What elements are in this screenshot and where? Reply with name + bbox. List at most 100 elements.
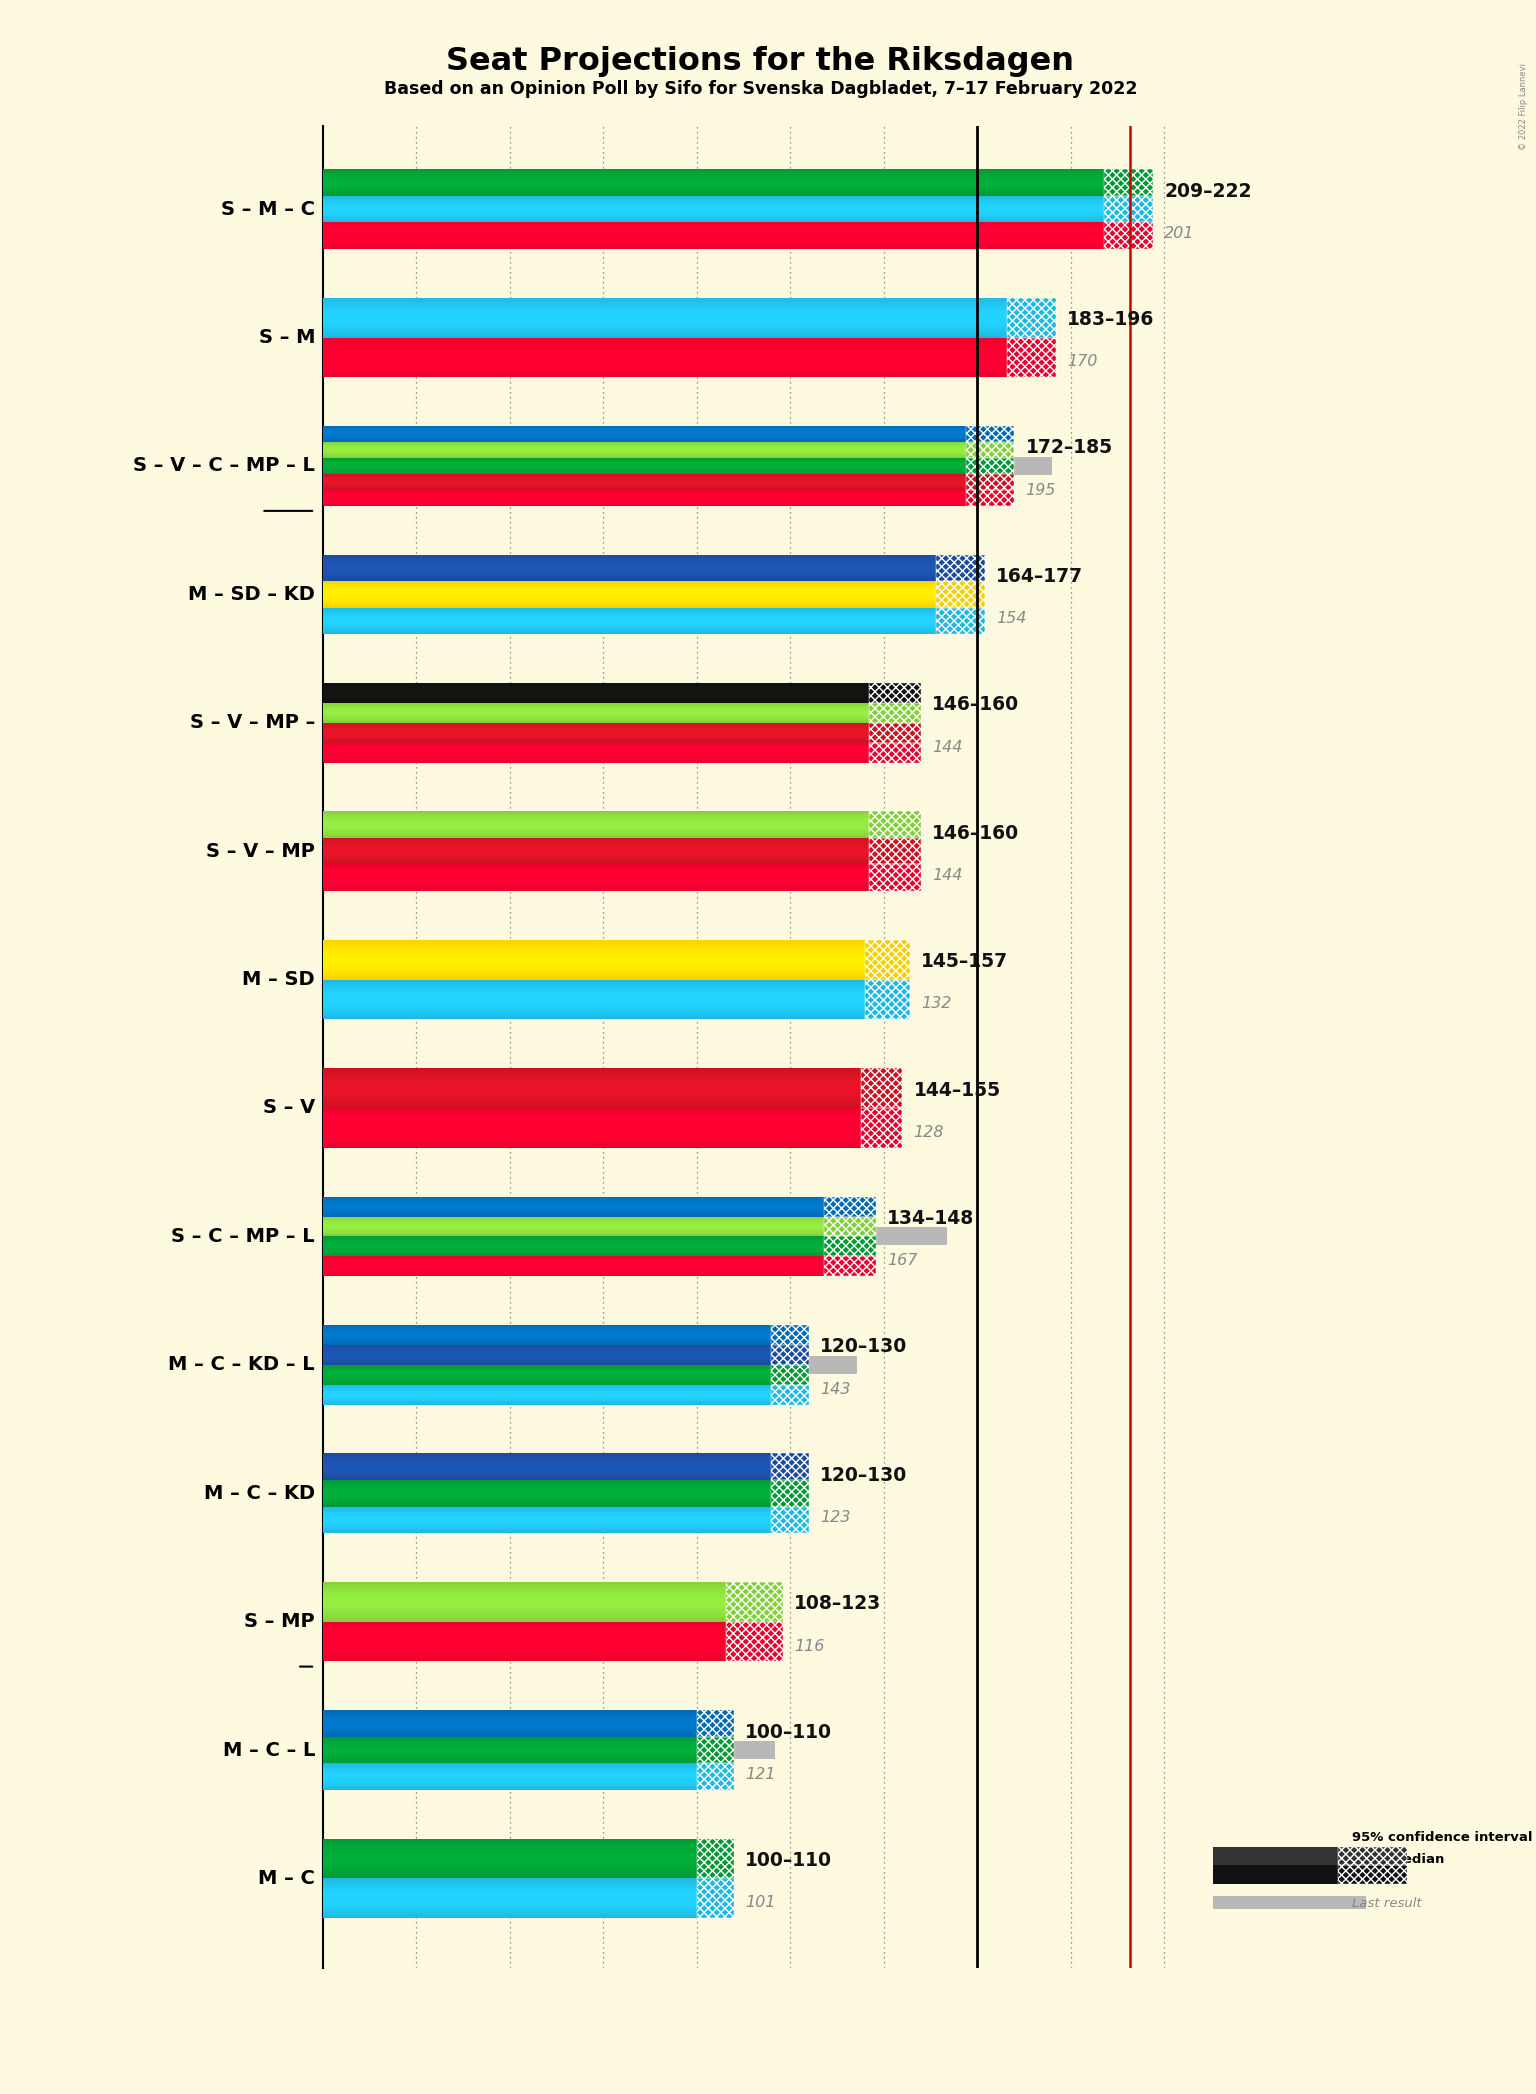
Bar	[696, 1839, 734, 1878]
Bar	[865, 940, 909, 980]
Text: 134–148: 134–148	[888, 1208, 974, 1227]
Bar	[1338, 1866, 1407, 1885]
Text: Based on an Opinion Poll by Sifo for Svenska Dagbladet, 7–17 February 2022: Based on an Opinion Poll by Sifo for Sve…	[384, 80, 1137, 98]
Text: 95% confidence interval: 95% confidence interval	[1352, 1832, 1533, 1845]
Bar	[727, 1581, 782, 1621]
Bar	[935, 580, 985, 607]
Bar	[771, 1326, 809, 1344]
Bar	[323, 1740, 776, 1759]
Text: 144: 144	[932, 739, 963, 754]
Text: S – V: S – V	[263, 1099, 315, 1118]
Bar	[823, 1217, 876, 1235]
Bar	[868, 704, 922, 722]
Bar	[862, 1108, 902, 1148]
Bar	[966, 473, 1014, 490]
Bar	[696, 1839, 734, 1878]
Bar	[862, 1068, 902, 1108]
Bar	[1008, 337, 1055, 377]
Text: 201: 201	[1164, 226, 1195, 241]
Bar	[771, 1344, 809, 1365]
Text: 145–157: 145–157	[922, 953, 1008, 972]
Text: © 2022 Filip Lannevi: © 2022 Filip Lannevi	[1519, 63, 1528, 151]
Text: 170: 170	[1068, 354, 1097, 369]
Bar	[935, 580, 985, 607]
Text: 144: 144	[932, 869, 963, 884]
Text: 101: 101	[745, 1895, 776, 1910]
Bar	[323, 1099, 802, 1116]
Bar	[771, 1453, 809, 1480]
Text: S – V – MP –: S – V – MP –	[190, 714, 315, 733]
Bar	[771, 1453, 809, 1480]
Bar	[1104, 170, 1154, 197]
Bar	[1104, 222, 1154, 249]
Bar	[727, 1621, 782, 1661]
Text: 100–110: 100–110	[745, 1851, 833, 1870]
Text: M – C: M – C	[258, 1870, 315, 1889]
Bar	[323, 1485, 782, 1501]
Bar	[771, 1365, 809, 1384]
Bar	[865, 980, 909, 1020]
Bar	[966, 459, 1014, 473]
Bar	[771, 1506, 809, 1533]
Bar	[868, 865, 922, 890]
Bar	[862, 1068, 902, 1108]
Bar	[771, 1326, 809, 1344]
Bar	[966, 425, 1014, 442]
Bar	[696, 1736, 734, 1763]
Bar	[823, 1256, 876, 1275]
Text: M – C – KD – L: M – C – KD – L	[169, 1355, 315, 1374]
Bar	[771, 1480, 809, 1506]
Bar	[868, 743, 922, 762]
Bar	[696, 1878, 734, 1918]
Bar	[1104, 197, 1154, 222]
Bar	[935, 607, 985, 634]
Bar	[935, 555, 985, 580]
Bar	[966, 490, 1014, 507]
Bar	[771, 1384, 809, 1405]
Bar	[868, 865, 922, 890]
Text: 132: 132	[922, 997, 951, 1011]
Text: 123: 123	[820, 1510, 851, 1524]
Bar	[868, 683, 922, 704]
Bar	[868, 838, 922, 865]
Bar	[823, 1196, 876, 1217]
Bar	[966, 425, 1014, 442]
Bar	[1008, 297, 1055, 337]
Bar	[1008, 297, 1055, 337]
Text: S – MP: S – MP	[244, 1612, 315, 1631]
Bar	[868, 838, 922, 865]
Bar	[1104, 170, 1154, 197]
Text: Seat Projections for the Riksdagen: Seat Projections for the Riksdagen	[447, 46, 1074, 77]
Text: 116: 116	[794, 1638, 825, 1654]
Bar	[868, 722, 922, 743]
Bar	[323, 842, 862, 861]
Bar	[868, 810, 922, 838]
Text: 143: 143	[820, 1382, 851, 1397]
Text: 120–130: 120–130	[820, 1338, 908, 1357]
Bar	[823, 1235, 876, 1256]
Bar	[1338, 1847, 1407, 1866]
Bar	[868, 743, 922, 762]
Bar	[323, 329, 958, 346]
Bar	[966, 490, 1014, 507]
Text: 121: 121	[745, 1767, 776, 1782]
Text: M – C – L: M – C – L	[223, 1740, 315, 1759]
Text: 144–155: 144–155	[914, 1081, 1000, 1099]
Text: 164–177: 164–177	[995, 567, 1083, 586]
Bar	[696, 1711, 734, 1736]
Text: 167: 167	[888, 1254, 917, 1269]
Bar	[823, 1235, 876, 1256]
Bar	[696, 1878, 734, 1918]
Bar	[1104, 197, 1154, 222]
Bar	[868, 704, 922, 722]
Text: Last result: Last result	[1352, 1897, 1421, 1910]
Bar	[323, 456, 1052, 475]
Bar	[1008, 337, 1055, 377]
Bar	[868, 683, 922, 704]
Bar	[323, 714, 862, 731]
Text: S – C – MP – L: S – C – MP – L	[172, 1227, 315, 1246]
Text: M – C – KD: M – C – KD	[204, 1485, 315, 1503]
Bar	[966, 442, 1014, 459]
Bar	[868, 722, 922, 743]
Bar	[1338, 1847, 1407, 1866]
